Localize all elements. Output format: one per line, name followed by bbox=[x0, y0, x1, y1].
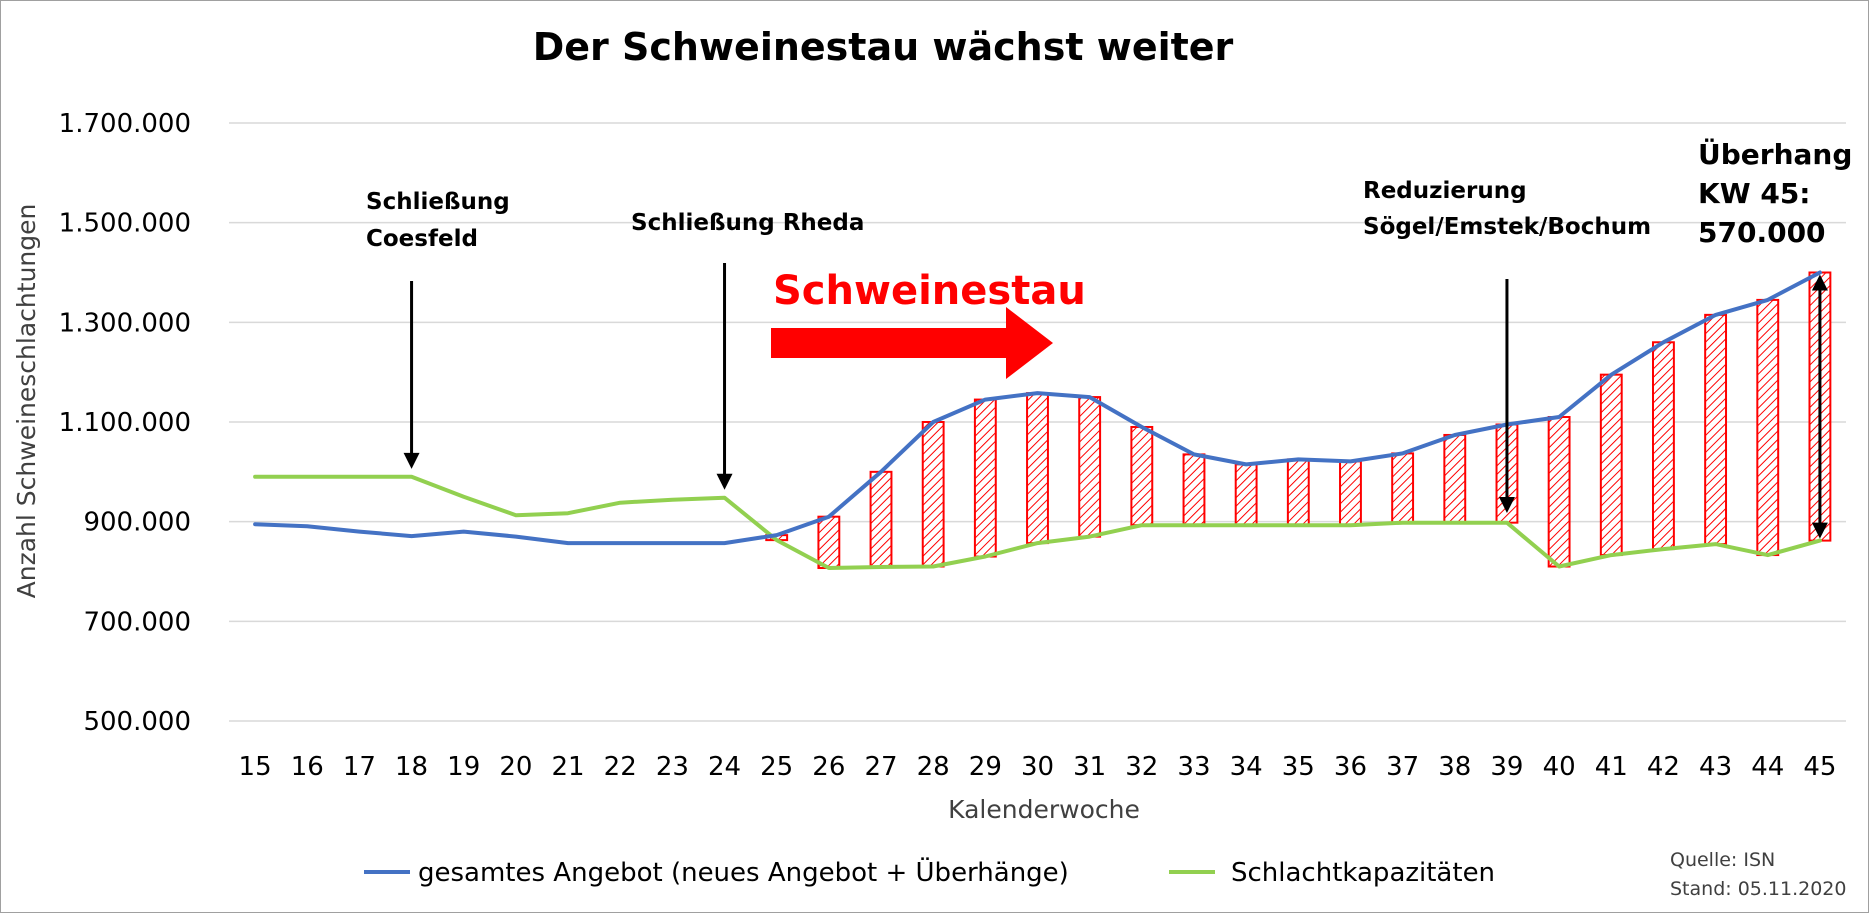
gap-bar-week-38 bbox=[1443, 433, 1467, 524]
y-tick-label: 1.500.000 bbox=[59, 209, 191, 239]
x-tick-label: 40 bbox=[1543, 752, 1576, 782]
annotation-reduzierung-line-1: Sögel/Emstek/Bochum bbox=[1363, 214, 1651, 240]
x-tick-label: 31 bbox=[1073, 752, 1106, 782]
x-tick-label: 37 bbox=[1386, 752, 1419, 782]
x-tick-label: 21 bbox=[552, 752, 585, 782]
x-tick-label: 27 bbox=[864, 752, 897, 782]
x-tick-label: 16 bbox=[291, 752, 324, 782]
x-tick-label: 36 bbox=[1334, 752, 1367, 782]
annotation-ueberhang-line-2: 570.000 bbox=[1698, 216, 1826, 249]
legend: gesamtes Angebot (neues Angebot + Überhä… bbox=[364, 856, 1495, 888]
gap-bar-week-42 bbox=[1652, 341, 1675, 551]
x-tick-label: 41 bbox=[1595, 752, 1628, 782]
overhang-arrowhead-top bbox=[1811, 274, 1828, 291]
x-tick-label: 24 bbox=[708, 752, 741, 782]
x-tick-label: 38 bbox=[1438, 752, 1471, 782]
x-tick-label: 23 bbox=[656, 752, 689, 782]
x-tick-label: 28 bbox=[917, 752, 950, 782]
x-tick-label: 20 bbox=[499, 752, 532, 782]
annotation-reduzierung-line-0: Reduzierung bbox=[1363, 178, 1527, 204]
source-line-1: Quelle: ISN bbox=[1670, 849, 1775, 871]
gap-bar-week-26 bbox=[817, 515, 841, 570]
overhang-arrowhead-bottom bbox=[1811, 522, 1828, 539]
annotation-rheda-line-0: Schließung Rheda bbox=[631, 210, 864, 236]
gap-bar-week-40 bbox=[1547, 416, 1571, 568]
gap-bar-week-41 bbox=[1599, 373, 1623, 557]
annotation-ueberhang-line-1: KW 45: bbox=[1698, 177, 1811, 210]
x-tick-label: 33 bbox=[1177, 752, 1210, 782]
x-tick-label: 22 bbox=[604, 752, 637, 782]
y-tick-label: 700.000 bbox=[83, 607, 191, 637]
y-tick-label: 1.100.000 bbox=[59, 408, 191, 438]
gap-bar-week-31 bbox=[1078, 396, 1102, 538]
gap-bar-week-34 bbox=[1234, 463, 1258, 527]
x-tick-label: 44 bbox=[1751, 752, 1784, 782]
y-tick-label: 1.700.000 bbox=[59, 109, 191, 139]
x-tick-label: 25 bbox=[760, 752, 793, 782]
x-tick-label: 32 bbox=[1125, 752, 1158, 782]
annotation-coesfeld-line-0: Schließung bbox=[366, 189, 510, 215]
legend-label-1: Schlachtkapazitäten bbox=[1231, 858, 1495, 888]
gap-bar-week-33 bbox=[1182, 453, 1206, 527]
x-tick-label: 35 bbox=[1282, 752, 1315, 782]
annotation-coesfeld-line-1: Coesfeld bbox=[366, 226, 478, 252]
gap-bar-week-35 bbox=[1286, 458, 1310, 527]
gap-bar-week-30 bbox=[1026, 392, 1049, 545]
y-tick-label: 900.000 bbox=[83, 508, 191, 538]
x-tick-label: 39 bbox=[1490, 752, 1523, 782]
legend-label-0: gesamtes Angebot (neues Angebot + Überhä… bbox=[418, 856, 1069, 888]
y-tick-label: 1.300.000 bbox=[59, 308, 191, 338]
gap-bar-week-32 bbox=[1130, 425, 1154, 527]
annotation-arrowhead-reduzierung bbox=[1498, 497, 1515, 513]
x-axis-label: Kalenderwoche bbox=[948, 795, 1140, 824]
x-tick-label: 17 bbox=[343, 752, 376, 782]
x-tick-label: 18 bbox=[395, 752, 428, 782]
x-tick-label: 29 bbox=[969, 752, 1002, 782]
gap-bar-week-37 bbox=[1391, 452, 1415, 524]
x-tick-label: 26 bbox=[812, 752, 845, 782]
annotations: Schließung Coesfeld Schließung Rheda Reduzi… bbox=[366, 137, 1852, 539]
y-axis-label: Anzahl Schweineschlachtungen bbox=[12, 204, 41, 599]
gap-bars bbox=[765, 271, 1832, 570]
x-tick-label: 43 bbox=[1699, 752, 1732, 782]
y-tick-label: 500.000 bbox=[83, 707, 191, 737]
x-tick-label: 34 bbox=[1230, 752, 1263, 782]
series-lines bbox=[253, 270, 1822, 570]
annotation-ueberhang-line-0: Überhang bbox=[1698, 137, 1852, 171]
x-tick-label: 19 bbox=[447, 752, 480, 782]
annotation-arrowhead-rheda bbox=[716, 473, 733, 490]
gap-bar-week-43 bbox=[1704, 313, 1728, 546]
stau-arrow bbox=[771, 307, 1053, 379]
source-line-2: Stand: 05.11.2020 bbox=[1670, 878, 1846, 900]
annotation-arrowhead-coesfeld bbox=[403, 452, 420, 469]
gap-bar-week-29 bbox=[973, 398, 997, 558]
chart-title: Der Schweinestau wächst weiter bbox=[533, 25, 1234, 69]
gap-bar-week-28 bbox=[921, 421, 945, 568]
gap-bar-week-44 bbox=[1756, 298, 1780, 557]
x-tick-label: 42 bbox=[1647, 752, 1680, 782]
gap-bar-week-36 bbox=[1339, 460, 1362, 527]
x-axis-ticks: 15 16 17 18 19 20 21 22 23 24 25 26 27 28 29 30 31 32 33 34… bbox=[239, 752, 1837, 782]
y-axis-ticks: 500.000 700.000 900.000 1.100.000 1.300.000 1… bbox=[59, 109, 191, 737]
x-tick-label: 15 bbox=[239, 752, 272, 782]
stau-label: Schweinestau bbox=[773, 268, 1086, 314]
gap-bar-week-27 bbox=[869, 470, 893, 569]
x-tick-label: 45 bbox=[1803, 752, 1836, 782]
series-line-angebot bbox=[253, 270, 1822, 546]
x-tick-label: 30 bbox=[1021, 752, 1054, 782]
series-line-kapazitaeten bbox=[253, 474, 1822, 570]
